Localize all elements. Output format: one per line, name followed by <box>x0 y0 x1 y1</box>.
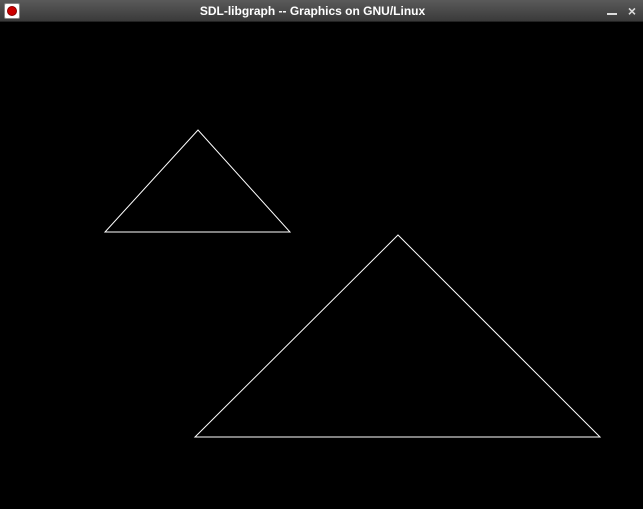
close-icon: × <box>628 4 636 18</box>
titlebar[interactable]: SDL-libgraph -- Graphics on GNU/Linux × <box>0 0 643 22</box>
graphics-canvas <box>0 22 643 509</box>
app-icon <box>4 3 20 19</box>
minimize-icon <box>607 13 617 15</box>
canvas-svg <box>0 22 643 509</box>
app-icon-inner <box>7 6 17 16</box>
triangle-shape <box>195 235 600 437</box>
window-title: SDL-libgraph -- Graphics on GNU/Linux <box>20 4 605 18</box>
close-button[interactable]: × <box>625 4 639 18</box>
minimize-button[interactable] <box>605 4 619 18</box>
triangle-shape <box>105 130 290 232</box>
app-window: SDL-libgraph -- Graphics on GNU/Linux × <box>0 0 643 509</box>
window-controls: × <box>605 4 639 18</box>
